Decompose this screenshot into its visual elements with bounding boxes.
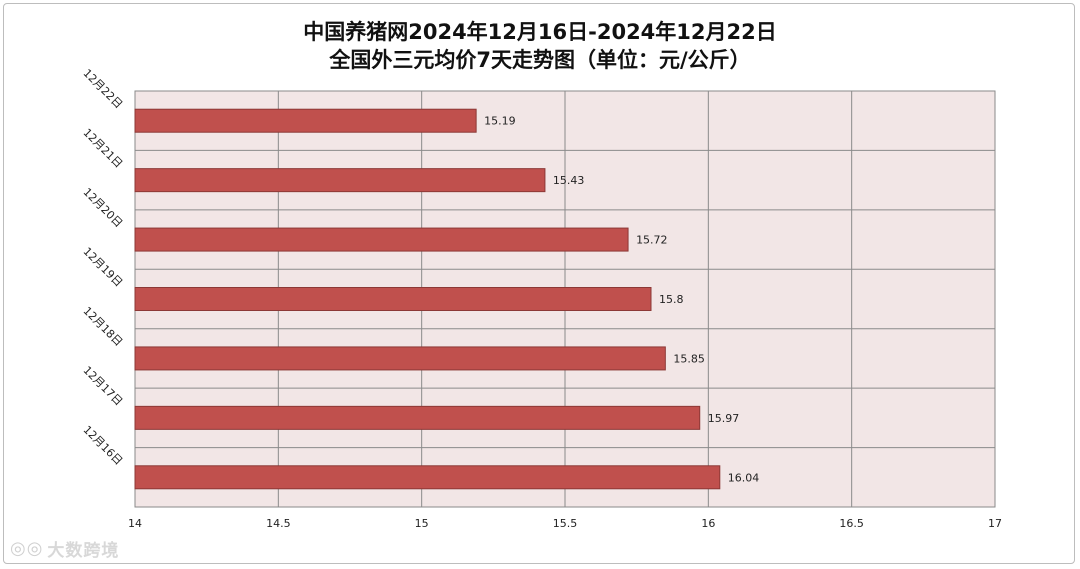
x-tick-label: 16.5 — [839, 517, 864, 530]
bar — [134, 227, 629, 252]
x-tick-label: 14.5 — [266, 517, 291, 530]
chart-title: 中国养猪网2024年12月16日-2024年12月22日 全国外三元均价7天走势… — [0, 18, 1080, 74]
category-label: 12月18日 — [81, 304, 126, 349]
category-label: 12月20日 — [81, 185, 126, 230]
data-label: 15.19 — [484, 115, 515, 128]
category-label: 12月21日 — [81, 126, 126, 171]
chart-title-line2: 全国外三元均价7天走势图（单位：元/公斤） — [329, 48, 751, 72]
bar — [134, 108, 477, 133]
bar — [134, 168, 546, 193]
category-label: 12月19日 — [81, 245, 126, 290]
data-label: 15.43 — [553, 174, 585, 187]
bar — [134, 346, 666, 371]
x-tick-label: 16 — [701, 517, 715, 530]
x-tick-label: 14 — [128, 517, 142, 530]
data-label: 16.04 — [728, 471, 760, 484]
x-tick-label: 17 — [988, 517, 1002, 530]
data-label: 15.97 — [708, 412, 740, 425]
category-label: 12月22日 — [81, 67, 126, 112]
bar — [134, 405, 701, 430]
watermark: ◎◎ 大数跨境 — [10, 536, 119, 561]
x-tick-label: 15.5 — [553, 517, 578, 530]
category-label: 12月16日 — [81, 423, 126, 468]
data-label: 15.8 — [659, 293, 684, 306]
watermark-text: 大数跨境 — [47, 541, 120, 561]
category-label: 12月17日 — [81, 364, 126, 409]
x-tick-label: 15 — [415, 517, 429, 530]
data-label: 15.85 — [673, 352, 705, 365]
bar — [134, 465, 721, 490]
chart-title-line1: 中国养猪网2024年12月16日-2024年12月22日 — [303, 20, 777, 44]
data-label: 15.72 — [636, 234, 668, 247]
weibo-eye-icon: ◎◎ — [10, 538, 44, 559]
bar — [134, 287, 652, 311]
